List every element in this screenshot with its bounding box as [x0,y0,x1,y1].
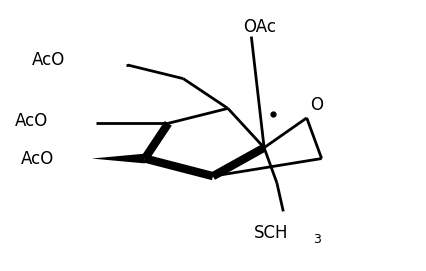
Text: 3: 3 [313,233,321,246]
Text: AcO: AcO [21,150,55,167]
Text: AcO: AcO [32,51,65,69]
Text: OAc: OAc [243,18,276,36]
Text: O: O [310,96,323,114]
Text: SCH: SCH [253,224,288,241]
Text: AcO: AcO [15,112,48,130]
Polygon shape [92,154,145,163]
